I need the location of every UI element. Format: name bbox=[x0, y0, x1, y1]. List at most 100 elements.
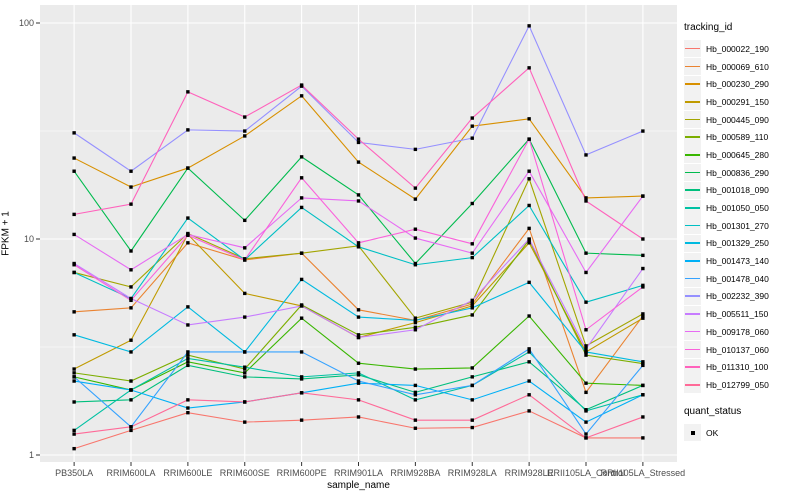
legend-label: Hb_001050_050 bbox=[706, 203, 769, 214]
data-point-marker bbox=[356, 361, 361, 365]
legend-items: Hb_000022_190 Hb_000069_610 Hb_000230_290 H… bbox=[684, 40, 798, 394]
data-point-marker bbox=[527, 393, 531, 397]
legend-item: Hb_000836_290 bbox=[684, 164, 798, 182]
legend-title-tracking-id: tracking_id bbox=[684, 22, 733, 33]
data-point-marker bbox=[470, 302, 474, 306]
legend-item: Hb_009178_060 bbox=[684, 323, 798, 341]
data-point-marker bbox=[243, 129, 247, 133]
data-point-marker bbox=[584, 432, 588, 436]
data-point-marker bbox=[413, 263, 418, 267]
x-axis-title: sample_name bbox=[327, 480, 390, 491]
data-point-marker bbox=[527, 226, 531, 231]
data-point-marker bbox=[527, 169, 531, 173]
x-tick-label: RRIM600PE bbox=[277, 468, 327, 478]
data-point-marker bbox=[413, 393, 418, 397]
data-point-marker bbox=[413, 426, 418, 430]
data-point-marker bbox=[129, 338, 133, 342]
data-point-marker bbox=[584, 409, 588, 413]
data-point-marker bbox=[186, 216, 190, 220]
legend-item: Hb_001050_050 bbox=[684, 199, 798, 217]
data-point-marker bbox=[299, 176, 304, 180]
legend-key bbox=[684, 146, 701, 164]
data-point-marker bbox=[299, 377, 304, 381]
data-point-marker bbox=[186, 353, 190, 357]
data-point-marker bbox=[470, 300, 474, 304]
data-point-marker bbox=[299, 83, 304, 87]
x-tick-label: RRIM928LE bbox=[505, 468, 554, 478]
data-point-marker bbox=[72, 446, 76, 451]
data-point-marker bbox=[72, 400, 76, 404]
data-point-marker bbox=[356, 315, 361, 319]
legend-label: Hb_009178_060 bbox=[706, 326, 769, 337]
data-point-marker bbox=[470, 242, 474, 246]
legend-line-swatch bbox=[685, 295, 700, 298]
data-point-marker bbox=[72, 270, 76, 275]
legend-line-swatch bbox=[685, 313, 700, 315]
legend-line-swatch bbox=[685, 118, 700, 121]
legend-label: Hb_011310_100 bbox=[706, 362, 769, 373]
legend-label: Hb_012799_050 bbox=[706, 379, 769, 390]
data-point-marker bbox=[243, 367, 247, 371]
legend-key bbox=[684, 341, 701, 359]
data-point-marker bbox=[413, 318, 418, 323]
data-point-marker bbox=[470, 201, 474, 206]
data-point-marker bbox=[413, 197, 418, 201]
legend-item: Hb_001473_140 bbox=[684, 252, 798, 270]
data-point-marker bbox=[641, 314, 645, 318]
data-point-marker bbox=[641, 312, 645, 316]
legend-key bbox=[684, 358, 701, 376]
data-point-marker bbox=[641, 194, 645, 198]
data-point-marker bbox=[186, 356, 190, 361]
x-tick-label: RRIM600LE bbox=[163, 468, 212, 478]
data-point-marker bbox=[641, 237, 645, 241]
legend-line-swatch bbox=[685, 348, 700, 351]
data-point-marker bbox=[413, 186, 418, 190]
data-point-marker bbox=[72, 232, 76, 237]
data-point-marker bbox=[129, 379, 133, 383]
legend-label: Hb_000291_150 bbox=[706, 96, 769, 107]
data-point-marker bbox=[356, 245, 361, 249]
data-point-marker bbox=[129, 296, 133, 301]
data-point-marker bbox=[186, 406, 190, 410]
legend-item: Hb_000230_290 bbox=[684, 75, 798, 93]
data-point-marker bbox=[413, 418, 418, 422]
data-point-marker bbox=[641, 360, 645, 364]
data-point-marker bbox=[356, 373, 361, 377]
data-point-marker bbox=[527, 350, 531, 354]
data-point-marker bbox=[299, 196, 304, 200]
x-tick-label: PB350LA bbox=[55, 468, 93, 478]
legend-key bbox=[684, 234, 701, 252]
data-point-marker bbox=[129, 268, 133, 272]
data-point-marker bbox=[72, 371, 76, 375]
data-point-marker bbox=[72, 333, 76, 337]
x-tick-label: RRIM928LA bbox=[448, 468, 497, 478]
legend-line-swatch bbox=[685, 277, 700, 280]
legend-label: Hb_000645_280 bbox=[706, 149, 769, 160]
legend-key bbox=[684, 93, 701, 111]
data-point-marker bbox=[356, 160, 361, 164]
data-point-marker bbox=[470, 304, 474, 308]
data-point-marker bbox=[129, 202, 133, 206]
data-point-marker bbox=[186, 90, 190, 94]
data-point-marker bbox=[72, 131, 76, 135]
data-point-marker bbox=[243, 258, 247, 262]
legend-key bbox=[684, 252, 701, 270]
legend-key bbox=[684, 199, 701, 217]
x-tick-label: RRII105LA_Stressed bbox=[601, 468, 686, 478]
data-point-marker bbox=[584, 420, 588, 424]
data-point-marker bbox=[186, 360, 190, 364]
data-point-marker bbox=[356, 199, 361, 203]
data-point-marker bbox=[470, 124, 474, 128]
data-point-marker bbox=[413, 367, 418, 371]
legend-label: Hb_001018_090 bbox=[706, 185, 769, 196]
legend-item: Hb_001478_040 bbox=[684, 270, 798, 288]
legend-line-swatch bbox=[685, 153, 700, 156]
legend-label: Hb_001478_040 bbox=[706, 273, 769, 284]
data-point-marker bbox=[356, 335, 361, 340]
data-point-marker bbox=[527, 237, 531, 241]
legend-line-swatch bbox=[685, 136, 700, 138]
data-point-marker bbox=[72, 263, 76, 267]
data-point-marker bbox=[584, 436, 588, 440]
data-point-marker bbox=[641, 393, 645, 397]
data-point-marker bbox=[527, 177, 531, 181]
